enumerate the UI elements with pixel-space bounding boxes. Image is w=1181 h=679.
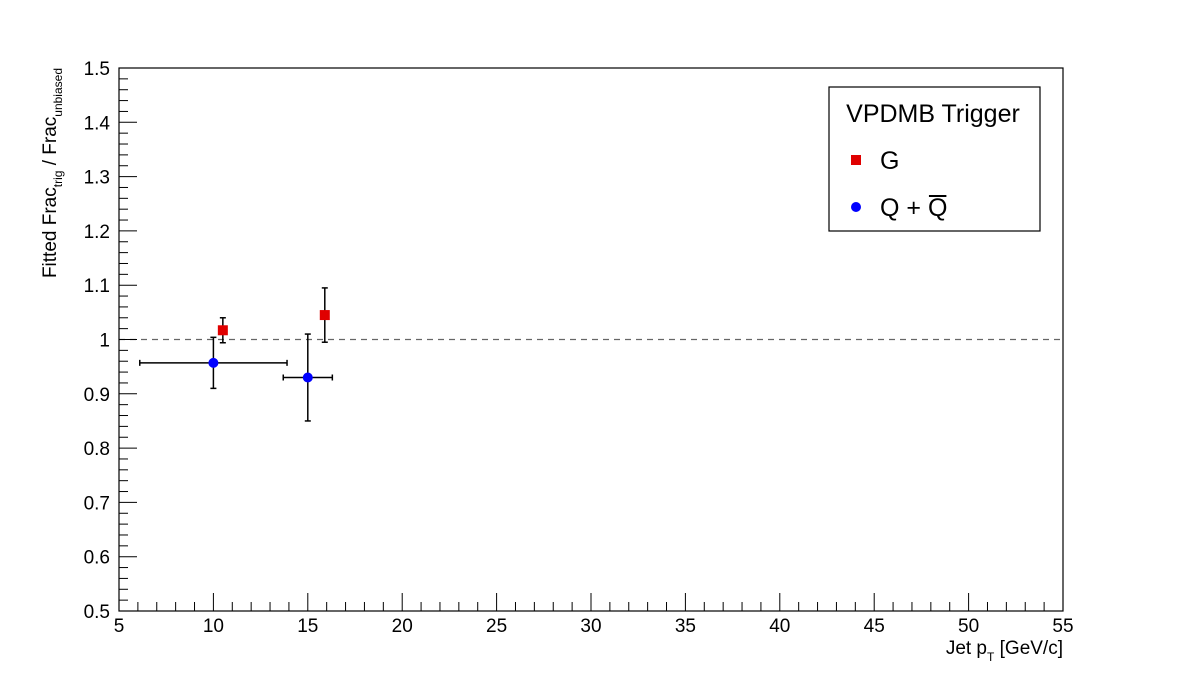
x-axis-title-rest: [GeV/c]	[994, 638, 1063, 659]
axis-tick-labels: 5 10 15 20 25 30 35 40 45 50 55 0.5 0.6 0.7 0.8 0.9 1 1.1…	[84, 59, 1074, 637]
legend-box	[828, 86, 1041, 232]
y-tick-label: 0.5	[84, 602, 110, 623]
series-q-qbar	[139, 333, 334, 422]
data-series	[139, 287, 334, 422]
y-axis-title-part2: / Frac	[40, 117, 61, 171]
x-tick-label: 35	[675, 616, 696, 637]
x-tick-label: 50	[958, 616, 979, 637]
x-axis-title-sub: T	[987, 650, 995, 664]
x-axis-title-main: Jet p	[946, 638, 987, 659]
x-tick-label: 30	[580, 616, 601, 637]
y-axis-title-sub1: trig	[51, 171, 65, 188]
x-axis-title: Jet pT [GeV/c]	[946, 638, 1063, 664]
y-tick-label: 1	[99, 331, 110, 352]
y-axis-title-sub2: unbiased	[51, 68, 65, 117]
legend-marker-q-qbar	[851, 202, 861, 212]
legend-marker-g	[851, 155, 861, 165]
x-tick-label: 10	[203, 616, 224, 637]
y-tick-label: 1.5	[84, 59, 110, 80]
x-tick-label: 5	[114, 616, 125, 637]
x-tick-label: 55	[1052, 616, 1073, 637]
y-tick-label: 0.9	[84, 385, 110, 406]
y-tick-label: 1.3	[84, 168, 110, 189]
legend-label-q-main: Q +	[880, 194, 928, 222]
legend: VPDMB Trigger G Q + Q	[828, 86, 1041, 232]
legend-label-q-qbar: Q + Q	[880, 194, 947, 222]
y-axis-title-part1: Fitted Frac	[40, 187, 61, 278]
data-point-square	[319, 310, 330, 321]
y-tick-label: 0.7	[84, 493, 110, 514]
y-tick-label: 1.1	[84, 276, 110, 297]
data-point-circle	[302, 372, 313, 383]
x-tick-label: 15	[297, 616, 318, 637]
x-tick-label: 40	[769, 616, 790, 637]
legend-label-q-bar: Q	[928, 194, 947, 222]
x-tick-label: 25	[486, 616, 507, 637]
x-tick-label: 45	[864, 616, 885, 637]
y-tick-label: 1.2	[84, 222, 110, 243]
legend-title: VPDMB Trigger	[846, 100, 1020, 128]
y-axis-title: Fitted Fractrig / Fracunbiased	[40, 68, 65, 278]
x-tick-label: 20	[392, 616, 413, 637]
y-tick-label: 0.6	[84, 548, 110, 569]
series-g	[217, 287, 330, 344]
data-point-square	[217, 325, 228, 336]
y-tick-label: 1.4	[84, 113, 111, 134]
plot-frame	[118, 67, 1064, 612]
axis-ticks	[118, 67, 1064, 612]
legend-label-g: G	[880, 147, 899, 175]
y-tick-label: 0.8	[84, 439, 110, 460]
data-point-circle	[208, 357, 219, 368]
